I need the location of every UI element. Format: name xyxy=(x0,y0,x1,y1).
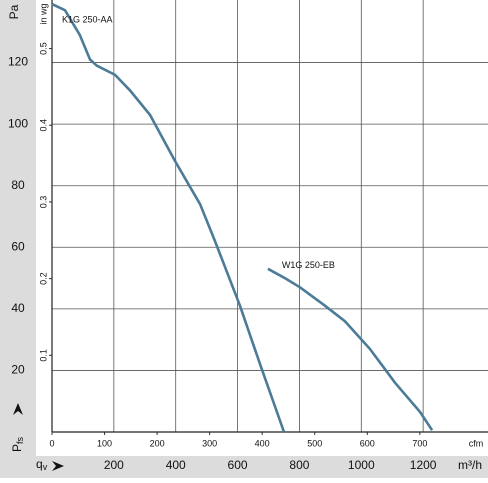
y-tick-label: 20 xyxy=(11,363,25,377)
x2-tick-label: 200 xyxy=(150,438,165,448)
x-label: m³/h xyxy=(458,458,482,472)
series-line xyxy=(51,2,286,433)
x-symbol: qv xyxy=(36,457,48,472)
x-tick-label: 800 xyxy=(289,458,309,472)
series-label: W1G 250-EB xyxy=(282,260,335,270)
x-arrow xyxy=(52,461,64,471)
bottom-band xyxy=(0,456,488,478)
x2-label: cfm xyxy=(469,438,484,448)
y2-tick-label: 0.4 xyxy=(38,119,48,132)
y-symbol-main: P xyxy=(10,444,24,452)
x2-tick-label: 500 xyxy=(307,438,322,448)
y2-tick-label: 0.5 xyxy=(38,42,48,55)
x-tick-label: 200 xyxy=(104,458,124,472)
series-label: K1G 250-AA xyxy=(62,14,113,24)
y-tick-label: 40 xyxy=(11,301,25,315)
y2-tick-label: 0.3 xyxy=(38,196,48,209)
y-symbol-sub: fs xyxy=(15,436,25,444)
x2-tick-label: 0 xyxy=(49,438,54,448)
x2-tick-label: 100 xyxy=(97,438,112,448)
y-tick-label: 80 xyxy=(11,178,25,192)
y-tick-label: 120 xyxy=(8,55,28,69)
x-tick-label: 1000 xyxy=(348,458,375,472)
x-tick-label: 600 xyxy=(228,458,248,472)
x-symbol-sub: v xyxy=(43,462,48,472)
x-tick-label: 400 xyxy=(166,458,186,472)
x2-tick-label: 700 xyxy=(412,438,427,448)
x2-tick-label: 400 xyxy=(255,438,270,448)
series-line xyxy=(267,267,434,431)
y2-tick-label: 0.2 xyxy=(38,272,48,285)
y2-tick-label: 0.1 xyxy=(38,349,48,362)
y-label: Pa xyxy=(7,4,21,19)
y-tick-label: 60 xyxy=(11,239,25,253)
left-band xyxy=(0,0,36,478)
x2-tick-label: 600 xyxy=(360,438,375,448)
x-tick-label: 1200 xyxy=(410,458,437,472)
y-tick-label: 100 xyxy=(8,116,28,130)
y-arrow xyxy=(13,403,23,415)
y-symbol: Pfs xyxy=(10,436,25,452)
y2-label: in wg xyxy=(38,3,48,24)
x-symbol-main: q xyxy=(36,457,43,471)
x2-tick-label: 300 xyxy=(202,438,217,448)
